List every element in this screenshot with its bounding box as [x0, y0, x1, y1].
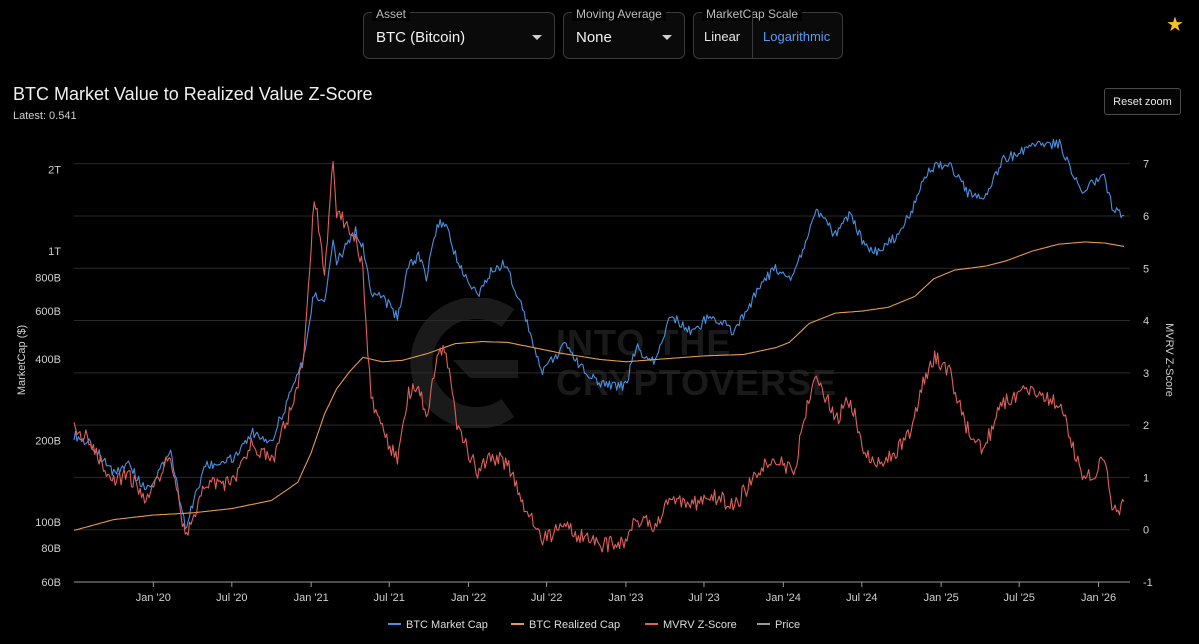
scale-linear-option[interactable]: Linear [704, 29, 741, 44]
y-right-tick-label: 2 [1143, 420, 1149, 432]
y-left-tick-label: 1T [48, 246, 61, 258]
x-tick-label: Jul '22 [531, 592, 562, 604]
y-left-tick-label: 2T [48, 164, 61, 176]
y-right-axis-title: MVRV Z-Score [1163, 323, 1175, 397]
x-tick-label: Jan '24 [766, 592, 801, 604]
x-tick-label: Jan '22 [451, 592, 486, 604]
legend-item-zscore[interactable]: MVRV Z-Score [645, 619, 737, 631]
chevron-down-icon [532, 35, 542, 40]
y-right-ticks: -1 0 1 2 3 4 5 6 7 [1143, 159, 1153, 589]
y-left-tick-label: 60B [41, 577, 61, 589]
asset-select[interactable]: Asset BTC (Bitcoin) [363, 7, 555, 59]
x-tick-label: Jan '23 [608, 592, 643, 604]
x-tick-label: Jul '21 [373, 592, 404, 604]
y-left-axis-title: MarketCap ($) [16, 325, 28, 395]
y-left-tick-label: 600B [35, 306, 61, 318]
legend-label: BTC Realized Cap [529, 619, 621, 631]
y-left-tick-label: 80B [41, 543, 61, 555]
x-tick-label: Jan '25 [924, 592, 959, 604]
x-tick-label: Jan '20 [136, 592, 171, 604]
y-left-tick-label: 200B [35, 435, 61, 447]
legend-label: Price [775, 619, 801, 631]
y-right-tick-label: 6 [1143, 211, 1149, 223]
x-tick-label: Jul '20 [216, 592, 247, 604]
legend-item-market-cap[interactable]: BTC Market Cap [388, 619, 488, 631]
latest-label: Latest: [13, 110, 47, 122]
y-right-tick-label: 1 [1143, 472, 1149, 484]
y-right-tick-label: 0 [1143, 525, 1149, 537]
y-left-ticks: 60B 80B 100B 200B 400B 600B 800B 1T 2T [35, 164, 61, 589]
latest-readout: Latest: 0.541 [13, 110, 77, 122]
x-tick-label: Jul '24 [846, 592, 877, 604]
x-tick-label: Jan '21 [294, 592, 329, 604]
series-line-btc-realized-cap [73, 241, 1125, 531]
legend-label: MVRV Z-Score [663, 619, 737, 631]
latest-value: 0.541 [49, 110, 77, 122]
legend-swatch [388, 623, 401, 626]
legend-swatch [645, 623, 658, 626]
y-left-tick-label: 800B [35, 272, 61, 284]
scale-toggle: MarketCap Scale Linear Logarithmic [693, 7, 843, 59]
legend-item-realized-cap[interactable]: BTC Realized Cap [511, 619, 620, 631]
y-right-tick-label: 3 [1143, 368, 1149, 380]
scale-logarithmic-option[interactable]: Logarithmic [752, 13, 840, 58]
legend-label: BTC Market Cap [406, 619, 488, 631]
x-tick-label: Jul '25 [1003, 592, 1034, 604]
y-right-tick-label: 4 [1143, 316, 1149, 328]
x-tick-label: Jan '26 [1081, 592, 1116, 604]
y-left-tick-label: 100B [35, 517, 61, 529]
chart-title: BTC Market Value to Realized Value Z-Sco… [13, 84, 373, 104]
grid [74, 163, 1130, 583]
x-tick-label: Jul '23 [688, 592, 719, 604]
y-right-tick-label: 5 [1143, 263, 1149, 275]
moving-average-select[interactable]: Moving Average None [563, 7, 685, 59]
chevron-down-icon [662, 35, 672, 40]
y-right-tick-label: -1 [1143, 577, 1153, 589]
moving-average-label: Moving Average [572, 7, 666, 21]
star-icon[interactable]: ★ [1166, 14, 1184, 36]
series-line-btc-market-cap [73, 138, 1125, 530]
series-line-mvrv-z-score [73, 161, 1125, 553]
series-lines [73, 138, 1125, 553]
y-right-tick-label: 7 [1143, 159, 1149, 171]
legend-item-price[interactable]: Price [757, 619, 800, 631]
asset-value: BTC (Bitcoin) [376, 29, 466, 46]
legend-swatch [757, 623, 770, 626]
y-left-tick-label: 400B [35, 354, 61, 366]
x-axis-ticks: Jan '20 Jul '20 Jan '21 Jul '21 Jan '22 Jul '… [74, 581, 1130, 604]
legend-swatch [511, 623, 524, 626]
reset-zoom-button[interactable]: Reset zoom [1104, 88, 1181, 115]
asset-label: Asset [372, 7, 411, 21]
moving-average-value: None [576, 29, 612, 46]
